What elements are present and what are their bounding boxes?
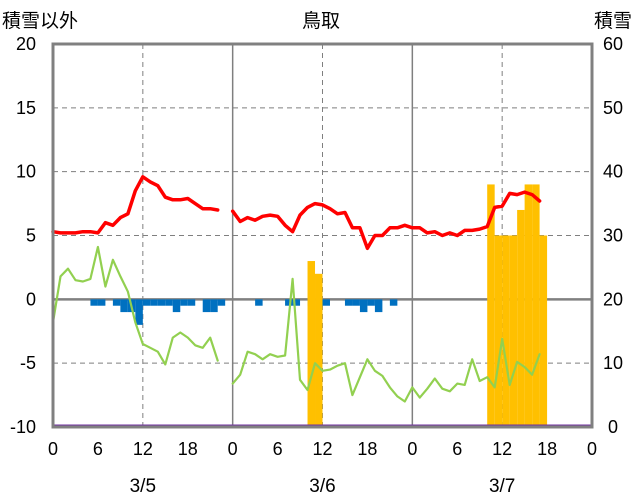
dewpoint-line bbox=[51, 245, 219, 366]
precip-bar bbox=[285, 299, 293, 306]
left-tick-label: 15 bbox=[16, 98, 36, 118]
snow-bar bbox=[315, 273, 323, 427]
precip-bar bbox=[135, 299, 143, 325]
right-tick-label: 40 bbox=[603, 162, 623, 182]
x-tick-label: 18 bbox=[537, 439, 557, 459]
snow-bar bbox=[524, 184, 533, 427]
precip-bar bbox=[292, 299, 301, 306]
precip-bar bbox=[202, 299, 211, 313]
precip-bar bbox=[112, 299, 121, 306]
x-tick-label: 12 bbox=[312, 439, 332, 459]
left-tick-label: 0 bbox=[26, 289, 36, 309]
temperature-line bbox=[51, 175, 220, 235]
x-tick-label: 0 bbox=[407, 439, 417, 459]
left-tick-label: 5 bbox=[26, 226, 36, 246]
frame-layer bbox=[51, 42, 594, 429]
left-axis-label: 積雪以外 bbox=[2, 10, 78, 32]
x-tick-label: 6 bbox=[93, 439, 103, 459]
snow-bar bbox=[532, 184, 540, 427]
chart-title: 鳥取 bbox=[302, 10, 340, 32]
precip-bar bbox=[142, 299, 151, 306]
left-tick-label: 10 bbox=[16, 162, 36, 182]
precip-bar bbox=[374, 299, 383, 313]
snow-bar bbox=[517, 209, 525, 427]
left-tick-label: -10 bbox=[10, 417, 36, 437]
snow-bar bbox=[509, 235, 518, 427]
precip-bar bbox=[217, 299, 226, 306]
precip-bar bbox=[344, 299, 353, 306]
precip-bar bbox=[165, 299, 173, 306]
x-tick-label: 18 bbox=[178, 439, 198, 459]
snow-bar bbox=[502, 235, 510, 427]
x-tick-label: 12 bbox=[133, 439, 153, 459]
precip-bar bbox=[187, 299, 196, 306]
precip-bar bbox=[120, 299, 128, 313]
precip-bar bbox=[367, 299, 375, 306]
left-tick-label: 20 bbox=[16, 34, 36, 54]
x-tick-label: 12 bbox=[492, 439, 512, 459]
day-label: 3/7 bbox=[489, 476, 515, 497]
x-tick-label: 0 bbox=[228, 439, 238, 459]
precip-bar bbox=[157, 299, 166, 306]
snow-bar bbox=[487, 184, 495, 427]
dewpoint-line bbox=[231, 277, 541, 403]
precip-bar bbox=[90, 299, 98, 306]
precip-bar bbox=[180, 299, 188, 306]
snow-bar bbox=[307, 261, 316, 427]
x-tick-label: 6 bbox=[273, 439, 283, 459]
precip-bar bbox=[172, 299, 181, 313]
x-tick-label: 6 bbox=[452, 439, 462, 459]
x-tick-label: 0 bbox=[48, 439, 58, 459]
precip-bar bbox=[97, 299, 106, 306]
right-axis-label: 積雪 bbox=[594, 10, 632, 32]
right-tick-label: 50 bbox=[603, 98, 623, 118]
precip-bar bbox=[359, 299, 368, 313]
day-label: 3/6 bbox=[309, 476, 335, 497]
precip-bar bbox=[352, 299, 360, 306]
right-tick-label: 0 bbox=[608, 417, 618, 437]
precip-bar bbox=[255, 299, 263, 306]
x-tick-label: 18 bbox=[357, 439, 377, 459]
left-tick-label: -5 bbox=[20, 353, 36, 373]
snow-bar bbox=[539, 235, 548, 427]
precip-bar bbox=[150, 299, 158, 306]
snow-bar bbox=[494, 235, 503, 427]
right-tick-label: 60 bbox=[603, 34, 623, 54]
lines-layer bbox=[51, 175, 542, 403]
right-tick-label: 20 bbox=[603, 289, 623, 309]
plot-frame bbox=[51, 42, 594, 429]
precip-bar bbox=[322, 299, 330, 306]
right-tick-label: 10 bbox=[603, 353, 623, 373]
day-label: 3/5 bbox=[130, 476, 156, 497]
precip-bar bbox=[389, 299, 398, 306]
x-tick-label: 0 bbox=[587, 439, 597, 459]
right-tick-label: 30 bbox=[603, 226, 623, 246]
bars-layer bbox=[90, 184, 548, 427]
precip-bar bbox=[210, 299, 218, 313]
temperature-line bbox=[230, 190, 542, 251]
